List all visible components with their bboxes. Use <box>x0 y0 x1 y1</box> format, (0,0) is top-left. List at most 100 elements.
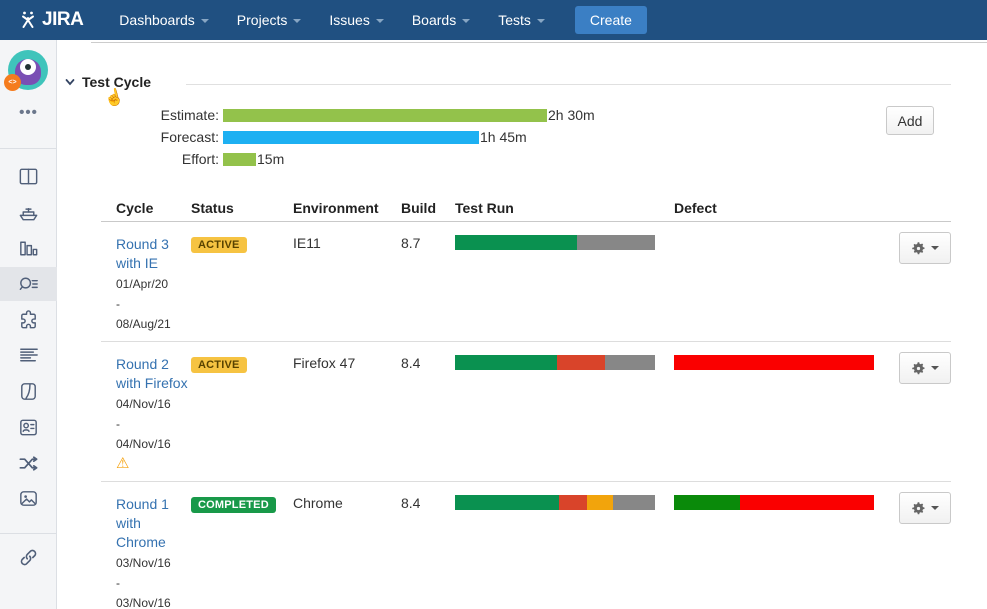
cycle-link[interactable]: Round 2 with Firefox <box>116 356 188 391</box>
project-avatar[interactable]: <> <box>4 50 48 91</box>
cycle-date-separator: - <box>116 576 120 590</box>
bar-segment <box>674 355 874 370</box>
row-actions-gear-button[interactable] <box>899 232 951 264</box>
menu-tests[interactable]: Tests <box>484 0 559 40</box>
content-top-border <box>91 42 987 43</box>
section-rule <box>186 84 951 85</box>
menu-label: Projects <box>236 12 288 28</box>
image-icon[interactable] <box>11 481 45 515</box>
cycle-date-to: 04/Nov/16 <box>116 437 171 451</box>
code-badge-icon: <> <box>4 74 21 91</box>
metric-value: 2h 30m <box>548 107 595 123</box>
more-dots-icon[interactable]: ••• <box>19 104 38 121</box>
bar-segment <box>605 355 655 370</box>
ship-releases-icon[interactable] <box>11 195 45 229</box>
selected-item-highlight <box>0 267 57 301</box>
header-defect: Defect <box>674 200 717 216</box>
bar-segment <box>613 495 655 510</box>
header-test-run: Test Run <box>455 200 514 216</box>
status-badge: COMPLETED <box>191 497 276 513</box>
create-button[interactable]: Create <box>574 6 647 34</box>
build-cell: 8.7 <box>401 235 421 251</box>
menu-projects[interactable]: Projects <box>223 0 316 40</box>
row-actions-gear-button[interactable] <box>899 352 951 384</box>
search-issues-icon[interactable] <box>11 267 45 301</box>
status-badge: ACTIVE <box>191 237 247 253</box>
build-cell: 8.4 <box>401 355 421 371</box>
metric-bar <box>223 152 256 166</box>
metric-row: Estimate: 2h 30m <box>58 104 595 126</box>
main-content: Test Cycle ☝ Estimate: 2h 30m Forecast: 1h … <box>58 40 987 609</box>
shuffle-icon[interactable] <box>11 446 45 480</box>
cycle-date-to: 03/Nov/16 <box>116 596 171 609</box>
environment-cell: Chrome <box>293 495 343 511</box>
link-icon[interactable] <box>11 540 45 574</box>
left-sidebar: <> ••• <box>0 40 57 609</box>
cycle-date-to: 08/Aug/21 <box>116 317 171 331</box>
cycle-date-from: 03/Nov/16 <box>116 556 171 570</box>
bar-segment <box>455 235 577 250</box>
menu-issues[interactable]: Issues <box>315 0 397 40</box>
menu-label: Dashboards <box>119 12 195 28</box>
chevron-down-icon <box>931 366 939 370</box>
table-row: Round 1 with Chrome 03/Nov/16 - 03/Nov/1… <box>101 482 951 609</box>
columns-board-icon[interactable] <box>11 159 45 193</box>
bar-segment <box>587 495 613 510</box>
top-navbar: JIRA Dashboards Projects Issues Boards T… <box>0 0 987 40</box>
cycle-link[interactable]: Round 3 with IE <box>116 236 169 271</box>
metric-value: 15m <box>257 151 285 167</box>
metric-value: 1h 45m <box>480 129 527 145</box>
sidebar-divider <box>0 533 57 534</box>
test-run-bar[interactable] <box>455 355 655 370</box>
cycle-table-body: Round 3 with IE 01/Apr/20 - 08/Aug/21 AC… <box>101 222 951 609</box>
status-badge: ACTIVE <box>191 357 247 373</box>
chevron-down-icon <box>65 79 75 86</box>
chevron-down-icon <box>293 19 302 23</box>
test-run-bar[interactable] <box>455 495 655 510</box>
header-status: Status <box>191 200 234 216</box>
metric-row: Effort: 15m <box>58 148 595 170</box>
chevron-down-icon <box>200 19 209 23</box>
bar-segment <box>740 495 874 510</box>
jira-logo[interactable]: JIRA <box>18 9 84 31</box>
sidebar-divider <box>0 148 57 149</box>
defect-bar[interactable] <box>674 355 874 370</box>
gear-icon <box>912 501 925 514</box>
chevron-down-icon <box>931 506 939 510</box>
metric-bar <box>223 108 547 122</box>
metric-row: Forecast: 1h 45m <box>58 126 595 148</box>
defect-bar[interactable] <box>674 495 874 510</box>
add-button[interactable]: Add <box>886 106 934 135</box>
logo-text: JIRA <box>42 9 84 30</box>
row-actions-gear-button[interactable] <box>899 492 951 524</box>
puzzle-addons-icon[interactable] <box>11 303 45 337</box>
menu-label: Issues <box>329 12 370 28</box>
cycle-date-separator: - <box>116 297 120 311</box>
chevron-down-icon <box>536 19 545 23</box>
header-cycle: Cycle <box>116 200 154 216</box>
chevron-down-icon <box>375 19 384 23</box>
test-run-bar[interactable] <box>455 235 655 250</box>
test-cycle-section-toggle[interactable]: Test Cycle <box>64 74 151 90</box>
menu-label: Tests <box>498 12 531 28</box>
cycle-link[interactable]: Round 1 with Chrome <box>116 496 169 550</box>
bar-segment <box>674 495 740 510</box>
metric-label: Effort: <box>181 151 219 167</box>
bar-segment <box>577 235 655 250</box>
jira-charlie-icon <box>22 11 34 28</box>
menu-boards[interactable]: Boards <box>398 0 484 40</box>
build-cell: 8.4 <box>401 495 421 511</box>
bar-segment <box>559 495 587 510</box>
pages-icon[interactable] <box>11 374 45 408</box>
environment-cell: IE11 <box>293 235 321 251</box>
bar-chart-reports-icon[interactable] <box>11 231 45 265</box>
backlog-lines-icon[interactable] <box>11 338 45 372</box>
contact-card-icon[interactable] <box>11 410 45 444</box>
cycle-date-separator: - <box>116 417 120 431</box>
table-header-row: Cycle Status Environment Build Test Run … <box>101 195 951 222</box>
section-title: Test Cycle <box>82 74 151 90</box>
header-environment: Environment <box>293 200 379 216</box>
chevron-down-icon <box>931 246 939 250</box>
menu-dashboards[interactable]: Dashboards <box>105 0 223 40</box>
bar-segment <box>455 495 559 510</box>
